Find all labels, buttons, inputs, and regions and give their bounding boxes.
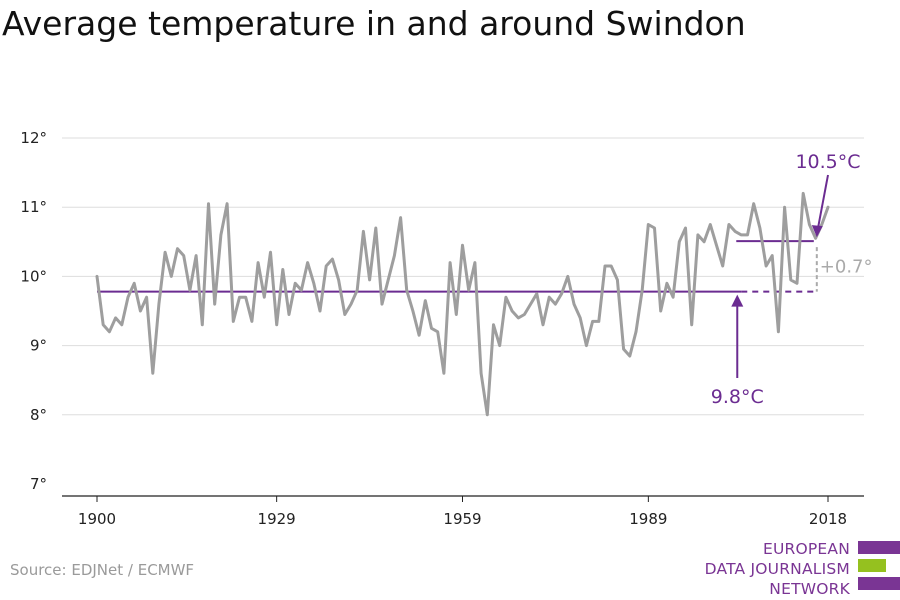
y-tick-label: 11° — [20, 198, 47, 216]
source-note: Source: EDJNet / ECMWF — [10, 561, 195, 579]
x-tick-label: 1959 — [443, 510, 481, 528]
logo-line-3: NETWORK — [769, 580, 850, 598]
y-tick-label: 7° — [30, 475, 47, 493]
y-tick-label: 9° — [30, 337, 47, 355]
x-tick-label: 2018 — [809, 510, 847, 528]
series-line — [95, 191, 830, 417]
logo-line-1: EUROPEAN — [762, 540, 850, 558]
y-axis: 7° 8° 9° 10° 11° 12° — [20, 129, 47, 493]
x-axis: 1900 1929 1959 1989 2018 — [62, 495, 864, 528]
logo-bar-top — [858, 541, 900, 554]
recent-arrow-head — [811, 225, 823, 238]
edjnet-logo: EUROPEAN DATA JOURNALISM NETWORK — [690, 539, 900, 600]
difference-label: +0.7° — [820, 256, 873, 277]
line-chart: 7° 8° 9° 10° 11° 12° 1900 1929 1959 1989 2018 +0.… — [20, 129, 873, 528]
recent-arrow-shaft — [816, 174, 829, 230]
x-tick-label: 1929 — [258, 510, 296, 528]
recent-value-label: 10.5°C — [795, 151, 860, 173]
y-tick-label: 8° — [30, 406, 47, 424]
x-tick-label: 1900 — [78, 510, 116, 528]
y-tick-label: 10° — [20, 267, 47, 285]
x-tick-label: 1989 — [629, 510, 667, 528]
baseline-arrow-head — [731, 294, 744, 307]
chart-title: Average temperature in and around Swindo… — [2, 4, 746, 43]
logo-text: EUROPEAN DATA JOURNALISM NETWORK — [705, 539, 850, 599]
logo-bar-bottom — [858, 577, 900, 590]
series-temperature — [95, 191, 830, 417]
annotations: +0.7° 9.8°C 10.5°C — [711, 151, 873, 408]
logo-line-2: DATA JOURNALISM — [704, 560, 850, 578]
gridlines — [62, 137, 864, 416]
baseline-value-label: 9.8°C — [711, 386, 764, 408]
y-tick-label: 12° — [20, 129, 47, 147]
logo-bar-middle — [858, 559, 886, 572]
